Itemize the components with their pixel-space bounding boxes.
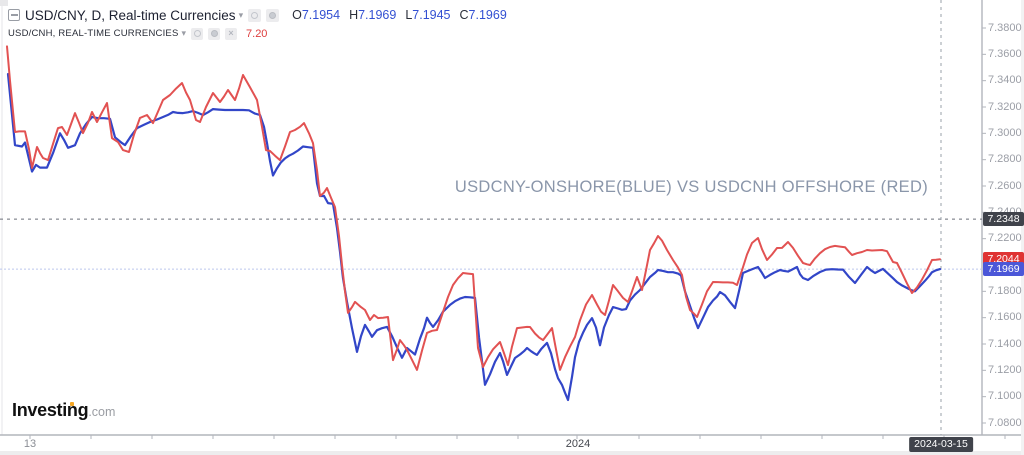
logo-wordmark: Investing: [12, 400, 89, 420]
price-axis-label: 7.1000: [988, 390, 1022, 403]
price-badge-blue: 7.1969: [983, 262, 1024, 277]
legend-row-usdcnh: USD/CNH, REAL-TIME CURRENCIES ▾ × 7.20: [8, 26, 507, 41]
crosshair-date-badge: 2024-03-15: [909, 437, 973, 452]
time-axis-label: 13: [23, 438, 37, 450]
price-axis-label: 7.3800: [988, 21, 1022, 34]
price-axis-label: 7.2200: [988, 232, 1022, 245]
low-value: L7.1945: [405, 8, 451, 22]
price-axis-label: 7.2600: [988, 179, 1022, 192]
price-axis-label: 7.0800: [988, 416, 1022, 429]
overlay-symbol-title[interactable]: USD/CNH, REAL-TIME CURRENCIES: [8, 28, 179, 39]
offshore-series-line[interactable]: [6, 45, 941, 371]
gear-icon[interactable]: [266, 8, 280, 22]
high-value: H7.1969: [349, 8, 397, 22]
top-left-chrome-chip: [0, 0, 8, 6]
eye-icon[interactable]: [248, 8, 262, 22]
price-axis-label: 7.1800: [988, 284, 1022, 297]
price-axis-label: 7.1200: [988, 363, 1022, 376]
price-badge-dark: 7.2348: [983, 212, 1024, 227]
right-scrollbar[interactable]: [1021, 0, 1024, 455]
symbol-title[interactable]: USD/CNY, D, Real-time Currencies: [25, 7, 236, 23]
onshore-series-line[interactable]: [6, 72, 942, 402]
investing-logo[interactable]: Investing .com: [12, 400, 115, 421]
price-axis-label: 7.1600: [988, 311, 1022, 324]
bottom-chrome-strip: [0, 451, 1024, 455]
gear-icon[interactable]: [208, 27, 221, 40]
legend-row-usdcny: USD/CNY, D, Real-time Currencies ▾ O7.19…: [8, 6, 507, 24]
logo-orange-dot: [70, 401, 74, 406]
price-axis-label: 7.1400: [988, 337, 1022, 350]
price-axis-label: 7.3000: [988, 126, 1022, 139]
collapse-legend-icon[interactable]: [8, 9, 20, 21]
price-axis-label: 7.3400: [988, 74, 1022, 87]
logo-tld: .com: [88, 405, 116, 419]
price-axis-label: 7.2800: [988, 153, 1022, 166]
overlay-last-value: 7.20: [246, 27, 268, 40]
open-value: O7.1954: [292, 8, 341, 22]
time-axis-label: 2024: [565, 438, 591, 450]
ohlc-readout: O7.1954 H7.1969 L7.1945 C7.1969: [292, 8, 507, 22]
price-axis-label: 7.3200: [988, 100, 1022, 113]
close-icon[interactable]: ×: [225, 27, 238, 40]
close-value: C7.1969: [459, 8, 507, 22]
chevron-down-icon[interactable]: ▾: [238, 9, 244, 20]
chevron-down-icon[interactable]: ▾: [181, 28, 187, 38]
eye-icon[interactable]: [191, 27, 204, 40]
legend: USD/CNY, D, Real-time Currencies ▾ O7.19…: [8, 6, 507, 41]
price-axis-label: 7.3600: [988, 47, 1022, 60]
chart-annotation: USDCNY-ONSHORE(BLUE) VS USDCNH OFFSHORE …: [454, 178, 928, 196]
